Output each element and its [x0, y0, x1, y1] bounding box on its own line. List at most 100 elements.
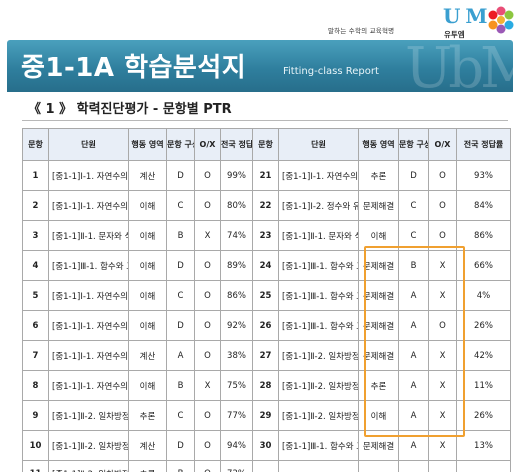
table-row: 9[중1-1]Ⅱ-2. 일차방정식추론CO77%29[중1-1]Ⅱ-2. 일차방…	[22, 400, 511, 431]
cell-domain: 추론	[128, 400, 167, 431]
cell-type: C	[166, 190, 195, 221]
cell-domain: 문제해결	[358, 190, 399, 221]
cell-domain: 이해	[128, 280, 167, 311]
cell-domain: 문제해결	[358, 310, 399, 341]
cell-ox: X	[194, 370, 221, 401]
cell-no: 6	[22, 310, 49, 341]
column-header: O/X	[428, 128, 457, 161]
cell-domain: 이해	[128, 220, 167, 251]
cell-unit: [중1-1]Ⅰ-1. 자연수의 성질	[48, 340, 129, 371]
table-row: 1[중1-1]Ⅰ-1. 자연수의 성질계산DO99%21[중1-1]Ⅰ-1. 자…	[22, 160, 511, 191]
table-row: 4[중1-1]Ⅲ-1. 함수와 그래프이해DO89%24[중1-1]Ⅲ-1. 함…	[22, 250, 511, 281]
table-row: 11[중1-1]Ⅱ-2. 일차방정식의 활용추론BO72%	[22, 460, 511, 472]
cell-domain: 문제해결	[358, 280, 399, 311]
cell-rate: 38%	[220, 340, 253, 371]
cell-no: 3	[22, 220, 49, 251]
cell-domain: 추론	[358, 160, 399, 191]
cell-no: 29	[252, 400, 279, 431]
cell-unit: [중1-1]Ⅰ-2. 정수와 유리수의 계산	[278, 190, 359, 221]
cell-rate: 74%	[220, 220, 253, 251]
cell-type: D	[166, 160, 195, 191]
table-row: 2[중1-1]Ⅰ-1. 자연수의 성질이해CO80%22[중1-1]Ⅰ-2. 정…	[22, 190, 511, 221]
cell-ox: O	[194, 280, 221, 311]
cell-domain: 문제해결	[358, 340, 399, 371]
cell-type: C	[166, 400, 195, 431]
cell-rate: 66%	[456, 250, 511, 281]
cell-ox: O	[194, 160, 221, 191]
cell-ox: O	[428, 160, 457, 191]
cell-rate: 11%	[456, 370, 511, 401]
table-row: 10[중1-1]Ⅱ-2. 일차방정식계산DO94%30[중1-1]Ⅲ-1. 함수…	[22, 430, 511, 461]
cell-domain	[358, 460, 399, 472]
cell-unit: [중1-1]Ⅱ-2. 일차방정식의 활용	[278, 340, 359, 371]
cell-domain: 계산	[128, 430, 167, 461]
cell-ox: O	[428, 310, 457, 341]
column-header: 문항	[252, 128, 279, 161]
cell-type: A	[398, 370, 429, 401]
cell-domain: 추론	[128, 460, 167, 472]
flower-logo-icon	[488, 6, 514, 34]
cell-no: 5	[22, 280, 49, 311]
column-header: 전국 정답률	[220, 128, 253, 161]
cell-ox: X	[428, 370, 457, 401]
cell-unit	[278, 460, 359, 472]
cell-unit: [중1-1]Ⅲ-1. 함수와 그래프	[278, 310, 359, 341]
cell-no: 24	[252, 250, 279, 281]
cell-domain: 문제해결	[358, 430, 399, 461]
cell-unit: [중1-1]Ⅱ-1. 문자와 식	[278, 220, 359, 251]
cell-no: 23	[252, 220, 279, 251]
column-header: O/X	[194, 128, 221, 161]
cell-unit: [중1-1]Ⅱ-2. 일차방정식의 활용	[48, 460, 129, 472]
section-title: 《 1 》 학력진단평가 - 문항별 PTR	[28, 102, 232, 117]
cell-domain: 추론	[358, 370, 399, 401]
cell-rate: 77%	[220, 400, 253, 431]
cell-no: 10	[22, 430, 49, 461]
cell-unit: [중1-1]Ⅲ-1. 함수와 그래프	[278, 280, 359, 311]
cell-ox: O	[428, 190, 457, 221]
cell-rate: 80%	[220, 190, 253, 221]
cell-ox: O	[194, 310, 221, 341]
cell-no: 8	[22, 370, 49, 401]
cell-type: B	[166, 460, 195, 472]
cell-ox: X	[194, 220, 221, 251]
cell-ox: X	[428, 430, 457, 461]
cell-unit: [중1-1]Ⅲ-1. 함수와 그래프	[48, 250, 129, 281]
cell-unit: [중1-1]Ⅰ-1. 자연수의 성질	[48, 310, 129, 341]
cell-unit: [중1-1]Ⅲ-1. 함수와 그래프	[278, 250, 359, 281]
table-row: 5[중1-1]Ⅰ-1. 자연수의 성질이해CO86%25[중1-1]Ⅲ-1. 함…	[22, 280, 511, 311]
table-row: 8[중1-1]Ⅰ-1. 자연수의 성질이해BX75%28[중1-1]Ⅱ-2. 일…	[22, 370, 511, 401]
report-title: 중1-1A 학습분석지	[21, 53, 247, 83]
cell-type: C	[398, 220, 429, 251]
table-row: 6[중1-1]Ⅰ-1. 자연수의 성질이해DO92%26[중1-1]Ⅲ-1. 함…	[22, 310, 511, 341]
cell-domain: 이해	[128, 310, 167, 341]
cell-no: 26	[252, 310, 279, 341]
cell-ox	[428, 460, 457, 472]
cell-ox: X	[428, 250, 457, 281]
cell-no: 1	[22, 160, 49, 191]
cell-type: D	[398, 160, 429, 191]
cell-type: B	[166, 370, 195, 401]
cell-type: D	[166, 250, 195, 281]
cell-unit: [중1-1]Ⅰ-1. 자연수의 성질	[48, 370, 129, 401]
cell-rate: 84%	[456, 190, 511, 221]
cell-no	[252, 460, 279, 472]
cell-ox: O	[428, 220, 457, 251]
cell-rate: 94%	[220, 430, 253, 461]
cell-type: B	[398, 250, 429, 281]
cell-no: 28	[252, 370, 279, 401]
cell-ox: O	[194, 430, 221, 461]
report-subtitle: Fitting-class Report	[283, 66, 379, 77]
cell-rate: 26%	[456, 310, 511, 341]
cell-rate: 86%	[456, 220, 511, 251]
cell-type: A	[398, 430, 429, 461]
cell-unit: [중1-1]Ⅰ-1. 자연수의 성질	[48, 160, 129, 191]
section-divider	[22, 120, 508, 121]
cell-type: C	[166, 280, 195, 311]
cell-unit: [중1-1]Ⅱ-2. 일차방정식	[48, 400, 129, 431]
cell-type: A	[398, 280, 429, 311]
cell-domain: 이해	[128, 250, 167, 281]
cell-rate: 75%	[220, 370, 253, 401]
cell-rate: 4%	[456, 280, 511, 311]
cell-type: B	[166, 220, 195, 251]
